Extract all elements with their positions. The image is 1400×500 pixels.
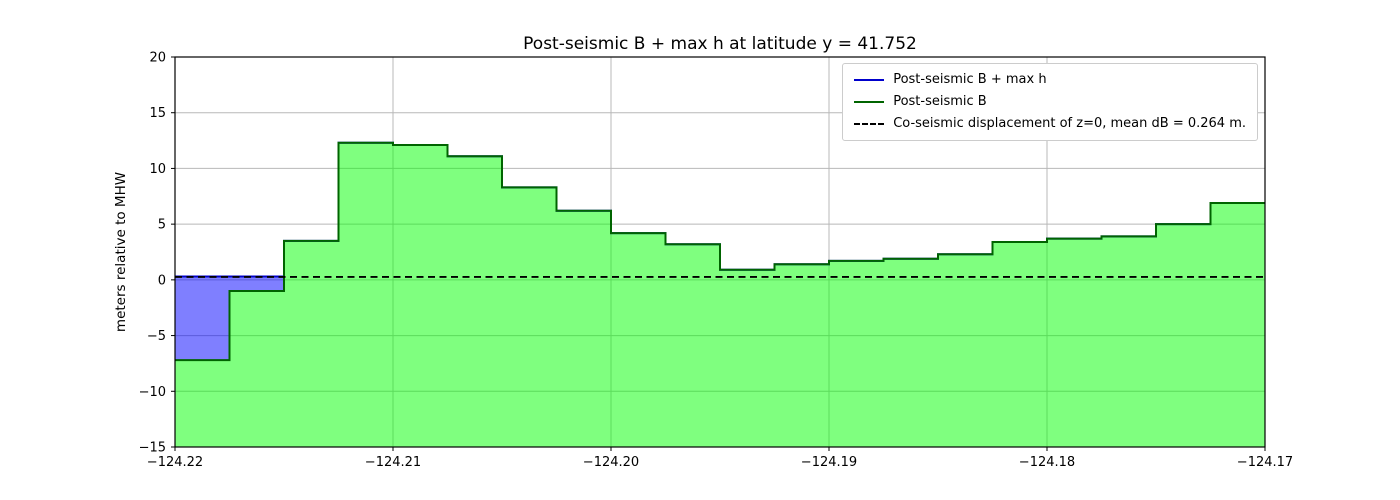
x-tick-label: −124.18 xyxy=(1019,455,1075,470)
y-tick-label: 5 xyxy=(158,218,166,233)
y-tick-label: −15 xyxy=(139,441,166,456)
chart-title: Post-seismic B + max h at latitude y = 4… xyxy=(523,34,917,54)
x-tick-label: −124.17 xyxy=(1237,455,1293,470)
x-tick-label: −124.22 xyxy=(147,455,203,470)
y-tick-label: 20 xyxy=(149,51,166,66)
legend-label: Post-seismic B + max h xyxy=(893,72,1047,87)
legend-line-sample-b-plus-h xyxy=(854,79,885,81)
legend-label: Post-seismic B xyxy=(893,94,987,109)
y-tick-label: 15 xyxy=(149,106,166,121)
y-tick-label: −10 xyxy=(139,385,166,400)
legend-line-sample-b xyxy=(854,101,885,103)
area-b xyxy=(175,142,1265,448)
y-axis-label: meters relative to MHW xyxy=(113,171,129,333)
y-tick-label: −5 xyxy=(147,329,166,344)
y-tick-label: 0 xyxy=(158,273,166,288)
legend-label: Co-seismic displacement of z=0, mean dB … xyxy=(893,116,1246,131)
axes-frame xyxy=(174,56,1266,448)
line-b xyxy=(175,141,1265,362)
legend-line-sample-coseismic xyxy=(854,123,885,125)
x-tick-label: −124.20 xyxy=(583,455,639,470)
legend-item: Post-seismic B + max h xyxy=(854,72,1246,88)
x-tick-label: −124.21 xyxy=(365,455,421,470)
legend: Post-seismic B + max h Post-seismic B Co… xyxy=(842,63,1258,141)
x-tick-label: −124.19 xyxy=(801,455,857,470)
legend-item: Co-seismic displacement of z=0, mean dB … xyxy=(854,116,1246,132)
y-tick-label: 10 xyxy=(149,162,166,177)
legend-item: Post-seismic B xyxy=(854,94,1246,110)
